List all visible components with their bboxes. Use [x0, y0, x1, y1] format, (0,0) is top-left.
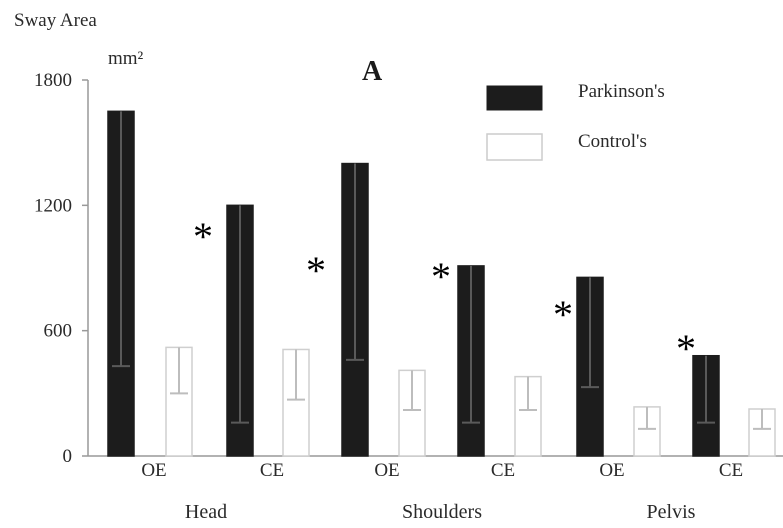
group-labels: Head Shoulders Pelvis: [185, 501, 696, 523]
x-tick-label: OE: [599, 460, 624, 481]
x-tick-label: CE: [491, 460, 515, 481]
significance-star: *: [431, 254, 451, 299]
legend-label-controls: Control's: [578, 131, 647, 152]
x-tick-labels: OE CE OE CE OE CE: [141, 460, 743, 481]
panel-label: A: [362, 56, 383, 87]
x-tick-label: OE: [374, 460, 399, 481]
legend-swatch-parkinsons: [486, 85, 543, 111]
y-tick-label: 1200: [34, 195, 72, 216]
bar-controls: [633, 406, 661, 457]
significance-star: *: [193, 214, 213, 259]
x-tick-label: CE: [260, 460, 284, 481]
group-label: Shoulders: [402, 501, 482, 523]
group-label: Head: [185, 501, 227, 523]
y-tick-label: 1800: [34, 70, 72, 91]
x-tick-label: OE: [141, 460, 166, 481]
legend-label-parkinsons: Parkinson's: [578, 81, 665, 102]
legend: Parkinson's Control's: [486, 81, 665, 161]
significance-star: *: [306, 248, 326, 293]
y-axis-unit: mm²: [108, 48, 144, 69]
y-tick-label: 0: [63, 446, 73, 467]
significance-star: *: [676, 326, 696, 371]
y-axis-label: Sway Area: [14, 10, 97, 31]
y-ticks: 0 600 1200 1800: [34, 70, 88, 467]
x-tick-label: CE: [719, 460, 743, 481]
y-tick-label: 600: [44, 321, 73, 342]
bars: [107, 110, 776, 457]
significance-star: *: [553, 292, 573, 337]
legend-swatch-controls: [486, 133, 543, 161]
significance-markers: * * * * *: [193, 214, 696, 371]
group-label: Pelvis: [647, 501, 696, 523]
bar-controls: [398, 369, 426, 457]
